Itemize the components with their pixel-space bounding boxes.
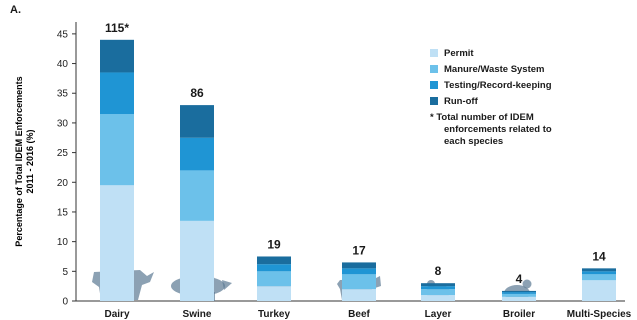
- y-tick-label: 25: [57, 148, 69, 159]
- bar-segment-permit: [342, 289, 376, 301]
- bar-segment-manure-waste-system: [180, 170, 214, 221]
- x-category-label: Swine: [183, 309, 212, 320]
- y-tick-label: 45: [57, 29, 69, 40]
- legend-label: Manure/Waste System: [444, 64, 545, 75]
- x-category-label: Layer: [425, 309, 452, 320]
- legend-swatch: [430, 81, 438, 89]
- bar-total-label: 115*: [105, 21, 129, 35]
- bar-segment-run-off: [257, 256, 291, 265]
- axes: 0 5 10 15 20 25 30 35 40 45 Percentage of Total ID…: [14, 22, 625, 308]
- bar-segment-manure-waste-system: [257, 271, 291, 287]
- bar-segment-run-off: [180, 105, 214, 138]
- bar-total-label: 8: [435, 264, 442, 278]
- legend-label: Run-off: [444, 96, 479, 107]
- bar-segment-testing-record-keeping: [342, 268, 376, 275]
- legend: Permit Manure/Waste System Testing/Record-…: [430, 48, 552, 147]
- bar-segment-testing-record-keeping: [502, 292, 536, 294]
- bar-total-label: 19: [267, 237, 281, 251]
- legend-label: Permit: [444, 48, 474, 59]
- bar-total-label: 86: [190, 86, 204, 100]
- bar-total-label: 4: [516, 272, 523, 286]
- legend-swatch: [430, 49, 438, 57]
- bar-segment-manure-waste-system: [100, 114, 134, 186]
- x-category-label: Multi-Species: [567, 309, 632, 320]
- bar-segment-manure-waste-system: [502, 293, 536, 297]
- x-category-label: Broiler: [503, 309, 535, 320]
- y-tick-label: 5: [62, 267, 68, 278]
- bar-segment-permit: [582, 280, 616, 301]
- panel-label: A.: [10, 4, 21, 16]
- bar-segment-run-off: [100, 39, 134, 73]
- bar-segment-run-off: [342, 262, 376, 269]
- bar-segment-testing-record-keeping: [421, 286, 455, 290]
- x-category-label: Dairy: [104, 309, 129, 320]
- bar-segment-testing-record-keeping: [582, 271, 616, 275]
- legend-swatch: [430, 97, 438, 105]
- bar-segment-permit: [257, 286, 291, 301]
- bar-segment-manure-waste-system: [421, 289, 455, 296]
- bar-segment-testing-record-keeping: [100, 72, 134, 115]
- bar-segment-testing-record-keeping: [257, 264, 291, 272]
- bar-total-label: 14: [592, 249, 606, 263]
- bar-segment-permit: [180, 220, 214, 301]
- y-tick-label: 0: [62, 297, 68, 308]
- y-tick-label: 30: [57, 118, 69, 129]
- x-category-label: Beef: [348, 309, 370, 320]
- y-tick-label: 20: [57, 178, 69, 189]
- y-tick-label: 35: [57, 89, 69, 100]
- y-tick-label: 15: [57, 207, 69, 218]
- legend-swatch: [430, 65, 438, 73]
- bar-segment-run-off: [582, 268, 616, 272]
- bars: [100, 39, 616, 301]
- animal-silhouettes: [92, 270, 532, 301]
- y-tick-label: 10: [57, 237, 69, 248]
- bar-segment-permit: [100, 185, 134, 301]
- x-category-label: Turkey: [258, 309, 290, 320]
- labels: 115* Dairy 86 Swine 19 Turkey 17 Beef 8 Layer 4 Bro…: [104, 21, 631, 320]
- bar-segment-run-off: [502, 290, 536, 293]
- bar-segment-permit: [502, 296, 536, 301]
- bar-total-label: 17: [352, 243, 366, 257]
- bar-segment-run-off: [421, 283, 455, 287]
- legend-label: Testing/Record-keeping: [444, 80, 552, 91]
- bar-segment-permit: [421, 295, 455, 301]
- legend-footnote: * Total number of IDEM enforcements relat…: [430, 112, 552, 147]
- bar-segment-manure-waste-system: [342, 274, 376, 290]
- bar-segment-manure-waste-system: [582, 274, 616, 281]
- y-axis-title: Percentage of Total IDEM Enforcements201…: [14, 76, 35, 246]
- y-tick-label: 40: [57, 59, 69, 70]
- bar-segment-testing-record-keeping: [180, 137, 214, 171]
